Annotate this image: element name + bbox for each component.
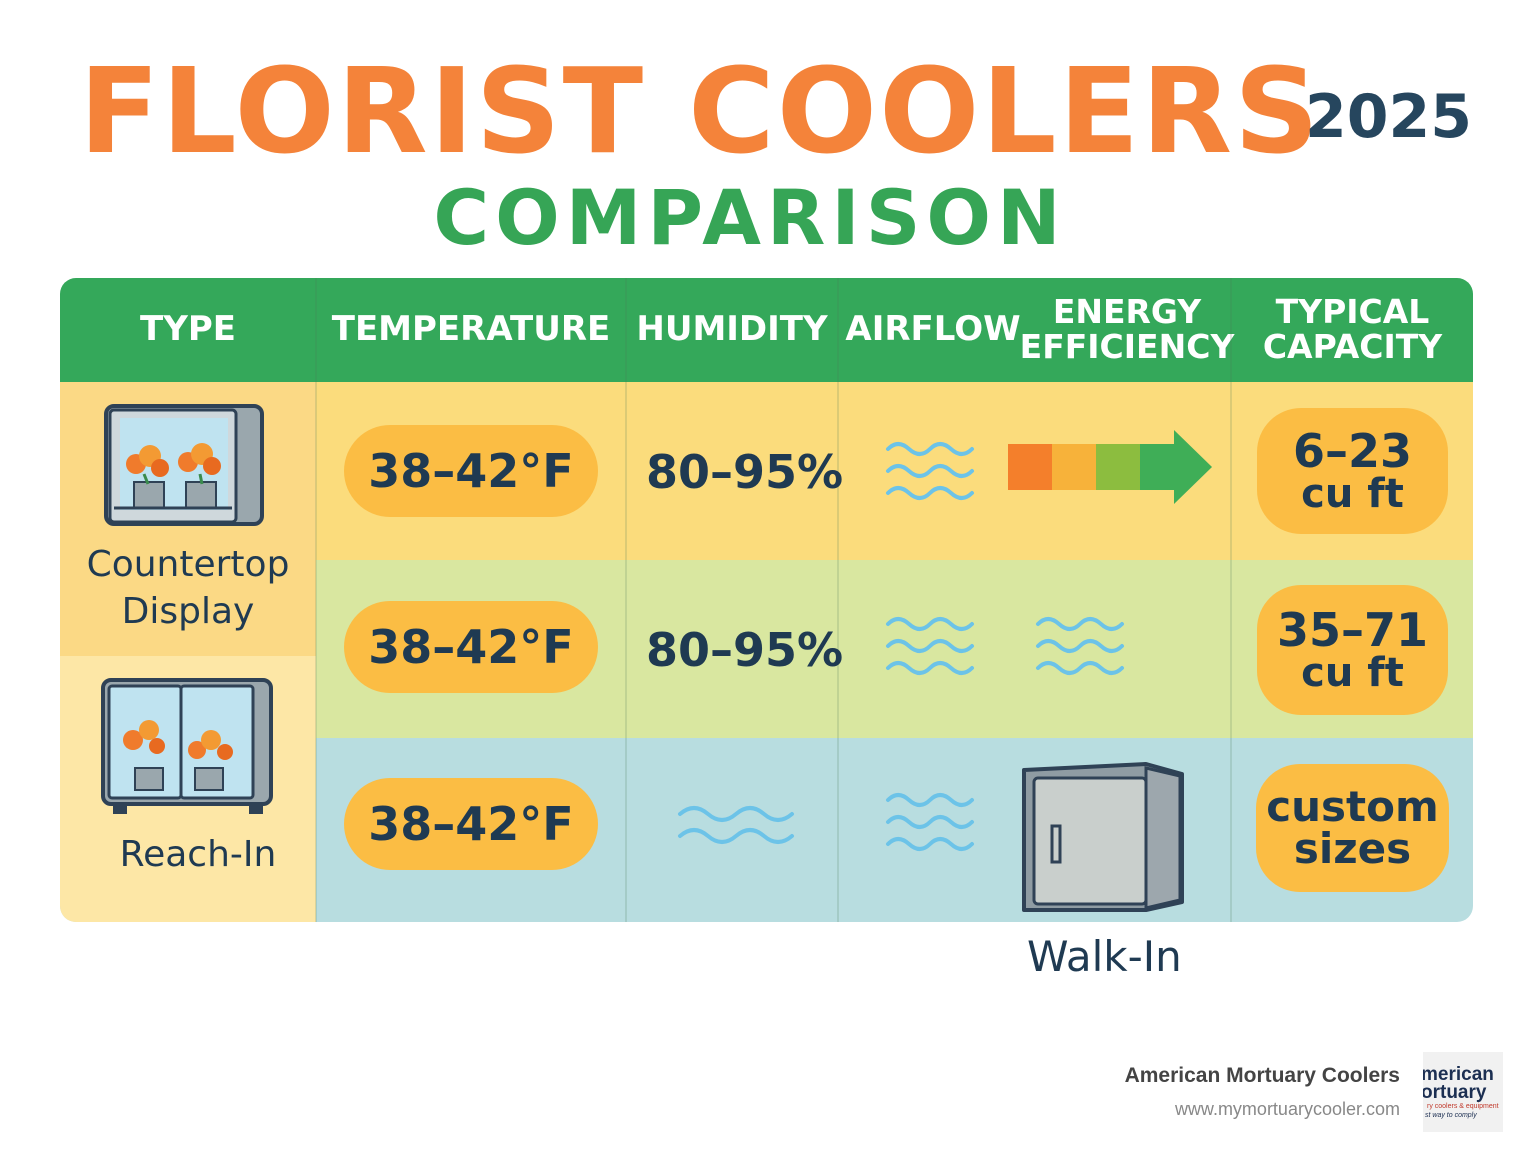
energy-efficiency-arrow-icon xyxy=(1008,430,1212,504)
airflow-wave-icon xyxy=(1036,617,1124,675)
header-temperature: TEMPERATURE xyxy=(331,309,611,350)
column-divider xyxy=(315,278,317,922)
capacity-unit: sizes xyxy=(1293,824,1412,873)
humidity-countertop: 80–95% xyxy=(646,445,844,499)
temperature-pill-reach-in: 38–42°F xyxy=(344,601,598,693)
type-label-countertop: Countertop Display xyxy=(60,542,316,636)
temperature-pill-countertop: 38–42°F xyxy=(344,425,598,517)
capacity-value: 35–71 xyxy=(1276,603,1429,657)
header-humidity: HUMIDITY xyxy=(636,309,828,350)
column-divider xyxy=(625,278,627,922)
header-type: TYPE xyxy=(140,309,236,350)
capacity-value: 6–23 xyxy=(1292,424,1413,478)
reach-in-cooler-icon xyxy=(101,678,273,814)
company-logo: merican ortuary ry coolers & equipment s… xyxy=(1423,1052,1503,1132)
header-capacity-line2: CAPACITY xyxy=(1262,327,1443,366)
header-energy-line2: EFFICIENCY xyxy=(1019,327,1235,366)
capacity-badge-reach-in: 35–71 cu ft xyxy=(1257,585,1448,715)
walk-in-cooler-icon xyxy=(1022,762,1184,912)
countertop-cooler-icon xyxy=(104,404,264,526)
humidity-reach-in: 80–95% xyxy=(646,623,844,677)
subtitle: COMPARISON xyxy=(433,173,1067,262)
airflow-wave-icon xyxy=(886,617,974,675)
header-airflow: AIRFLOW xyxy=(845,309,1021,350)
capacity-unit: cu ft xyxy=(1301,471,1404,517)
type-label-line2: Display xyxy=(121,590,255,632)
brand-url[interactable]: www.mymortuarycooler.com xyxy=(1174,1099,1400,1119)
table-header: TYPE TEMPERATURE HUMIDITY AIRFLOW ENERGY… xyxy=(60,278,1473,382)
type-label-line1: Countertop xyxy=(86,544,290,585)
header-typical-capacity: TYPICAL CAPACITY xyxy=(1232,278,1473,382)
column-divider xyxy=(1230,278,1232,922)
header-energy-line1: ENERGY xyxy=(1052,292,1202,332)
temperature-pill-walk-in: 38–42°F xyxy=(344,778,598,870)
header-energy-efficiency: ENERGY EFFICIENCY xyxy=(1020,278,1235,382)
brand-name: American Mortuary Coolers xyxy=(1124,1064,1400,1087)
capacity-badge-countertop: 6–23 cu ft xyxy=(1257,408,1448,534)
capacity-unit: cu ft xyxy=(1301,650,1404,696)
main-title: FLORIST COOLERS xyxy=(78,42,1322,180)
airflow-wave-icon xyxy=(886,793,974,851)
type-label-walk-in: Walk-In xyxy=(1027,932,1182,981)
year-label: 2025 xyxy=(1305,82,1472,152)
header-capacity-line1: TYPICAL xyxy=(1275,292,1430,332)
type-label-reach-in: Reach-In xyxy=(119,834,277,875)
column-divider xyxy=(837,278,839,922)
humidity-wave-icon xyxy=(678,806,794,844)
airflow-wave-icon xyxy=(886,442,974,500)
capacity-badge-walk-in: custom sizes xyxy=(1256,764,1449,892)
capacity-value: custom xyxy=(1266,782,1439,831)
